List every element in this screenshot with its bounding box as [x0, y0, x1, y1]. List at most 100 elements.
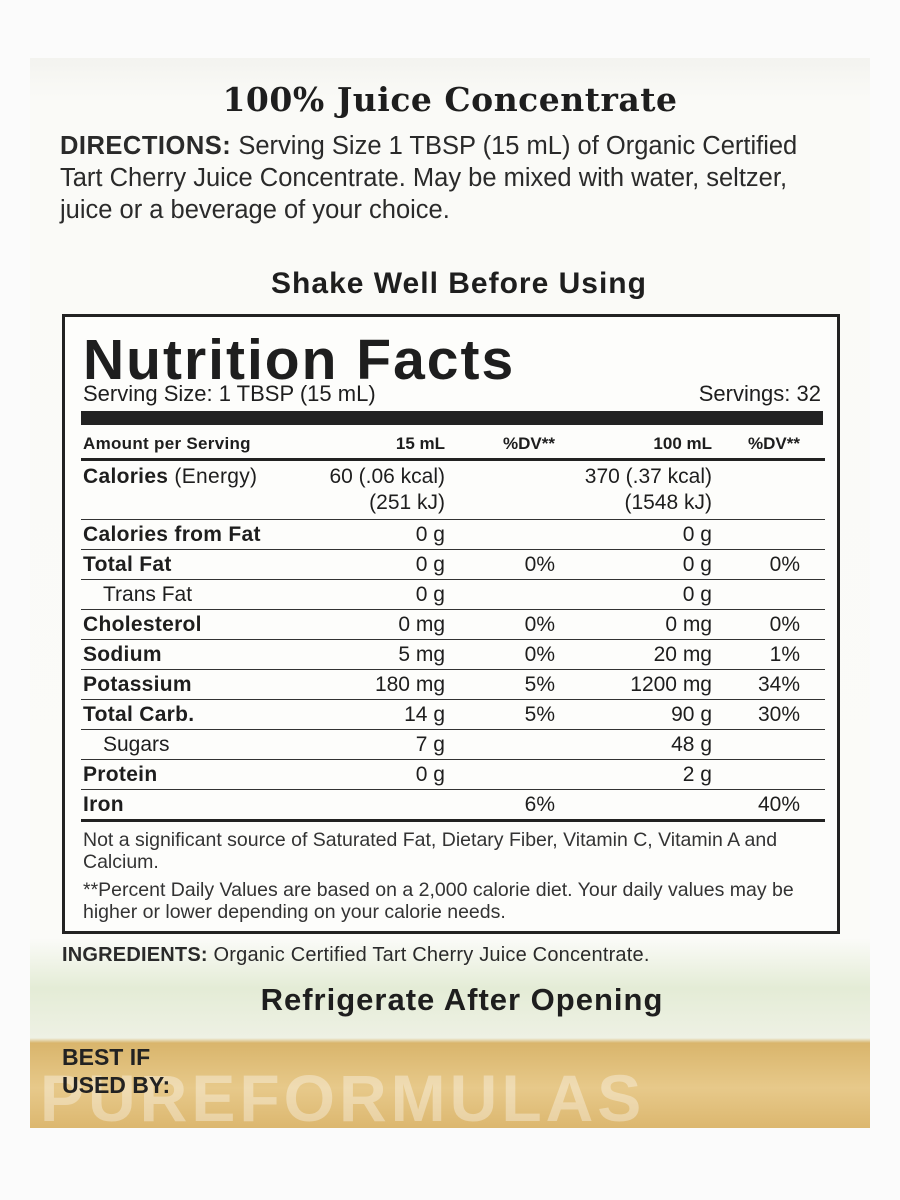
table-header: Amount per Serving 15 mL %DV** 100 mL %DV** — [81, 429, 825, 461]
nutrient-name: Sugars — [103, 733, 170, 756]
nutrient-value: 34% — [757, 673, 800, 696]
footnote: Not a significant source of Saturated Fa… — [83, 829, 778, 873]
directions: DIRECTIONS: Serving Size 1 TBSP (15 mL) … — [60, 130, 820, 226]
calories-qualifier: (Energy) — [174, 465, 258, 488]
nutrient-value: 0 mg — [665, 613, 712, 636]
nutrition-title: Nutrition Facts — [83, 328, 516, 392]
title: 100% Juice Concentrate — [222, 80, 678, 119]
nutrient-name: Total Carb. — [83, 703, 195, 726]
nutrient-value: 0 g — [415, 523, 445, 546]
nutrient-row: Sugars 7 g 48 g — [81, 730, 825, 760]
empty-cell — [453, 520, 563, 549]
calories-row: Calories (Energy) 60 (.06 kcal) (251 kJ) 37… — [81, 461, 825, 520]
nutrient-row: Total Fat 0 g 0% 0 g 0% — [81, 550, 825, 580]
nutrient-value: 0 g — [682, 583, 712, 606]
nutrient-value: 14 g — [404, 703, 445, 726]
nutrient-row: Trans Fat 0 g 0 g — [81, 580, 825, 610]
empty-cell — [563, 790, 720, 819]
amount-line: (1548 kJ) — [624, 491, 712, 514]
nutrient-value: 0% — [769, 613, 800, 636]
empty-cell — [720, 464, 808, 516]
empty-cell — [720, 580, 808, 609]
column-header: 100 mL — [653, 434, 712, 453]
nutrition-panel: Nutrition Facts Serving Size: 1 TBSP (15… — [62, 314, 840, 934]
calories-amount: 60 (.06 kcal) (251 kJ) — [305, 464, 453, 516]
column-header: %DV** — [748, 434, 800, 453]
nutrient-value: 5 mg — [398, 643, 445, 666]
nutrient-value: 48 g — [671, 733, 712, 756]
nutrient-value: 5% — [524, 703, 555, 726]
calories-amount: 370 (.37 kcal) (1548 kJ) — [563, 464, 720, 516]
footnote: **Percent Daily Values are based on a 2,… — [83, 879, 794, 923]
nutrient-value: 5% — [524, 673, 555, 696]
nutrient-value: 0% — [524, 613, 555, 636]
column-header: Amount per Serving — [83, 434, 251, 453]
nutrient-value: 1200 mg — [630, 673, 712, 696]
empty-cell — [720, 730, 808, 759]
nutrient-value: 0% — [524, 553, 555, 576]
thick-rule — [81, 411, 823, 425]
nutrient-name: Potassium — [83, 673, 192, 696]
nutrient-value: 0 g — [415, 763, 445, 786]
nutrient-name: Protein — [83, 763, 158, 786]
nutrient-value: 0 mg — [398, 613, 445, 636]
column-header: %DV** — [503, 434, 555, 453]
amount-line: 370 (.37 kcal) — [584, 465, 712, 488]
empty-cell — [453, 580, 563, 609]
serving-size: Serving Size: 1 TBSP (15 mL) — [83, 381, 376, 406]
watermark: PUREFORMULAS — [40, 1061, 646, 1135]
amount-line: 60 (.06 kcal) — [329, 465, 445, 488]
nutrient-row: Sodium 5 mg 0% 20 mg 1% — [81, 640, 825, 670]
nutrient-value: 0% — [524, 643, 555, 666]
nutrient-row: Cholesterol 0 mg 0% 0 mg 0% — [81, 610, 825, 640]
nutrient-value: 7 g — [415, 733, 445, 756]
nutrient-name: Iron — [83, 793, 124, 816]
nutrient-value: 20 mg — [653, 643, 712, 666]
empty-cell — [720, 520, 808, 549]
nutrient-name: Sodium — [83, 643, 162, 666]
nutrient-value: 0 g — [682, 553, 712, 576]
nutrient-value: 90 g — [671, 703, 712, 726]
nutrient-row: Protein 0 g 2 g — [81, 760, 825, 790]
empty-cell — [453, 464, 563, 516]
nutrient-value: 0 g — [682, 523, 712, 546]
empty-cell — [305, 790, 453, 819]
nutrient-name: Calories (Energy) — [81, 464, 305, 516]
nutrient-row: Iron 6% 40% — [81, 790, 825, 822]
nutrient-value: 0 g — [415, 553, 445, 576]
nutrient-value: 40% — [757, 793, 800, 816]
ingredients-text: Organic Certified Tart Cherry Juice Conc… — [213, 944, 650, 966]
ingredients-label: INGREDIENTS: — [62, 944, 208, 966]
nutrient-row: Total Carb. 14 g 5% 90 g 30% — [81, 700, 825, 730]
nutrient-row: Calories from Fat 0 g 0 g — [81, 520, 825, 550]
storage-note: Refrigerate After Opening — [260, 982, 664, 1017]
nutrient-value: 2 g — [682, 763, 712, 786]
footnotes: Not a significant source of Saturated Fa… — [83, 829, 831, 929]
empty-cell — [453, 730, 563, 759]
nutrient-value: 0% — [769, 553, 800, 576]
empty-cell — [453, 760, 563, 789]
nutrient-value: 6% — [524, 793, 555, 816]
nutrition-table: Amount per Serving 15 mL %DV** 100 mL %DV** C… — [81, 429, 825, 822]
directions-text: Serving Size 1 TBSP (15 mL) of Organic C… — [60, 132, 798, 224]
servings: Servings: 32 — [698, 381, 821, 406]
nutrient-name: Total Fat — [83, 553, 172, 576]
amount-line: (251 kJ) — [369, 491, 445, 514]
best-by: BEST IF USED BY: — [62, 1043, 170, 1099]
calories-label: Calories — [83, 465, 169, 488]
nutrient-name: Trans Fat — [103, 583, 193, 606]
nutrient-name: Calories from Fat — [83, 523, 261, 546]
empty-cell — [720, 760, 808, 789]
column-header: 15 mL — [395, 434, 445, 453]
nutrient-value: 180 mg — [374, 673, 445, 696]
nutrient-value: 30% — [757, 703, 800, 726]
nutrient-value: 1% — [769, 643, 800, 666]
nutrient-value: 0 g — [415, 583, 445, 606]
best-by-line: USED BY: — [62, 1072, 171, 1098]
directions-label: DIRECTIONS: — [60, 132, 232, 160]
ingredients: INGREDIENTS: Organic Certified Tart Cher… — [62, 944, 862, 967]
nutrient-row: Potassium 180 mg 5% 1200 mg 34% — [81, 670, 825, 700]
shake-note: Shake Well Before Using — [271, 267, 647, 300]
nutrient-name: Cholesterol — [83, 613, 202, 636]
